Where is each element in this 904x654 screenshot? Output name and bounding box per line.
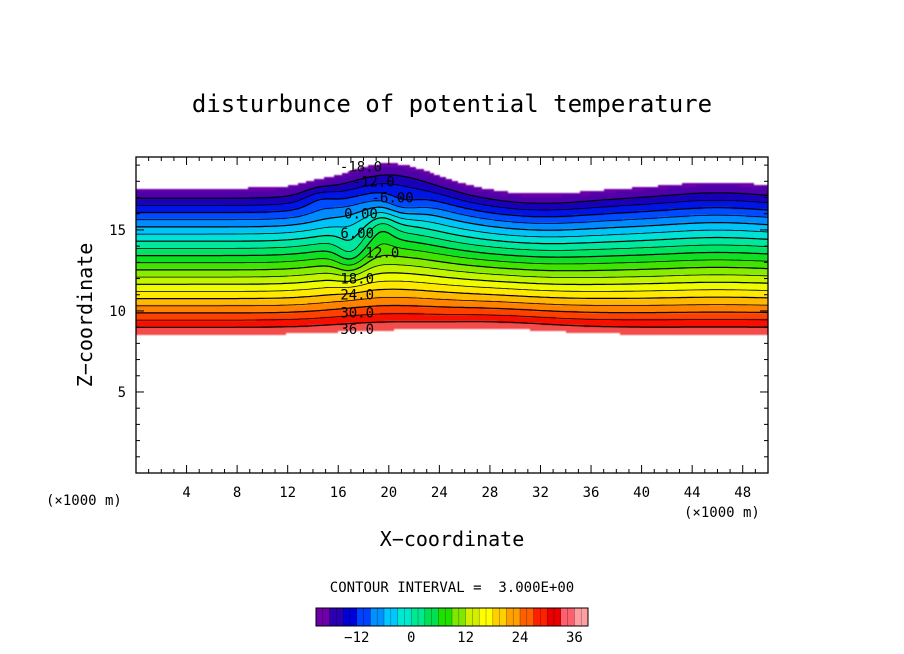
contour-line [136, 223, 768, 252]
contour-labels: -18.0-12.0-6.000.00 6.00 12.0 18.024.0 30.03… [340, 160, 414, 338]
contour-label: 24.0 [340, 288, 374, 304]
contour-line [136, 313, 768, 321]
colorbar: −12 0 12 24 36 [315, 607, 589, 646]
x-tick-label: 20 [380, 485, 397, 501]
x-tick-label: 8 [233, 485, 241, 501]
contour-line [136, 206, 768, 231]
x-axis-ticks: 4 8 12 16 20 24 28 32 36 40 44 48 [148, 157, 756, 501]
contour-line [136, 230, 768, 260]
contour-label: 6.00 [340, 226, 374, 242]
contour-interval-text: CONTOUR INTERVAL = 3.000E+00 [330, 580, 574, 596]
x-axis-label: X−coordinate [380, 527, 525, 551]
colorbar-frame [315, 607, 589, 627]
contour-label: -18.0 [340, 160, 382, 176]
contour-fill [136, 157, 768, 473]
colorbar-tick-label: −12 [344, 630, 369, 646]
colorbar-swatch [465, 608, 480, 626]
x-tick-label: 28 [481, 485, 498, 501]
colorbar-tick-label: 0 [407, 630, 415, 646]
x-tick-label: 32 [532, 485, 549, 501]
contour-line [136, 183, 768, 211]
x-tick-label: 36 [583, 485, 600, 501]
colorbar-tick-label: 24 [512, 630, 529, 646]
contour-line [136, 280, 768, 292]
colorbar-tick-label: 36 [566, 630, 583, 646]
contour-label: -6.00 [372, 191, 414, 207]
x-unit-label: (×1000 m) [684, 505, 760, 521]
chart-title: disturbunce of potential temperature [192, 90, 712, 118]
contour-line [136, 174, 768, 204]
contour-line [136, 212, 768, 238]
contour-label: -12.0 [353, 174, 395, 190]
colorbar-swatch [329, 608, 344, 626]
x-tick-label: 40 [633, 485, 650, 501]
contour-label: 12.0 [366, 246, 400, 262]
x-tick-label: 48 [734, 485, 751, 501]
contour-line [136, 288, 768, 300]
y-tick-label: 5 [118, 385, 126, 401]
x-tick-label: 16 [330, 485, 347, 501]
contour-line [136, 192, 768, 218]
contour-fill-raster [136, 157, 768, 473]
x-tick-label: 4 [182, 485, 190, 501]
y-tick-label: 15 [109, 223, 126, 239]
y-tick-label: 10 [109, 304, 126, 320]
contour-line [136, 297, 768, 307]
contour-lines [136, 174, 768, 328]
contour-line [136, 217, 768, 245]
z-unit-label: (×1000 m) [46, 493, 122, 509]
x-tick-label: 24 [431, 485, 448, 501]
contour-label: 0.00 [344, 207, 378, 223]
colorbar-swatch [397, 608, 412, 626]
contour-line [136, 264, 768, 278]
contour-line [136, 254, 768, 272]
colorbar-tick-label: 12 [457, 630, 474, 646]
contour-label: 36.0 [340, 322, 374, 338]
contour-label: 30.0 [340, 306, 374, 322]
contour-label: 18.0 [340, 272, 374, 288]
contour-line [136, 272, 768, 286]
contour-line [136, 200, 768, 224]
contour-line [136, 304, 768, 314]
contour-line [136, 243, 768, 266]
y-axis-ticks: 5 10 15 [109, 164, 768, 458]
x-tick-label: 12 [279, 485, 296, 501]
x-tick-label: 44 [684, 485, 701, 501]
y-axis-label: Z−coordinate [73, 243, 97, 388]
